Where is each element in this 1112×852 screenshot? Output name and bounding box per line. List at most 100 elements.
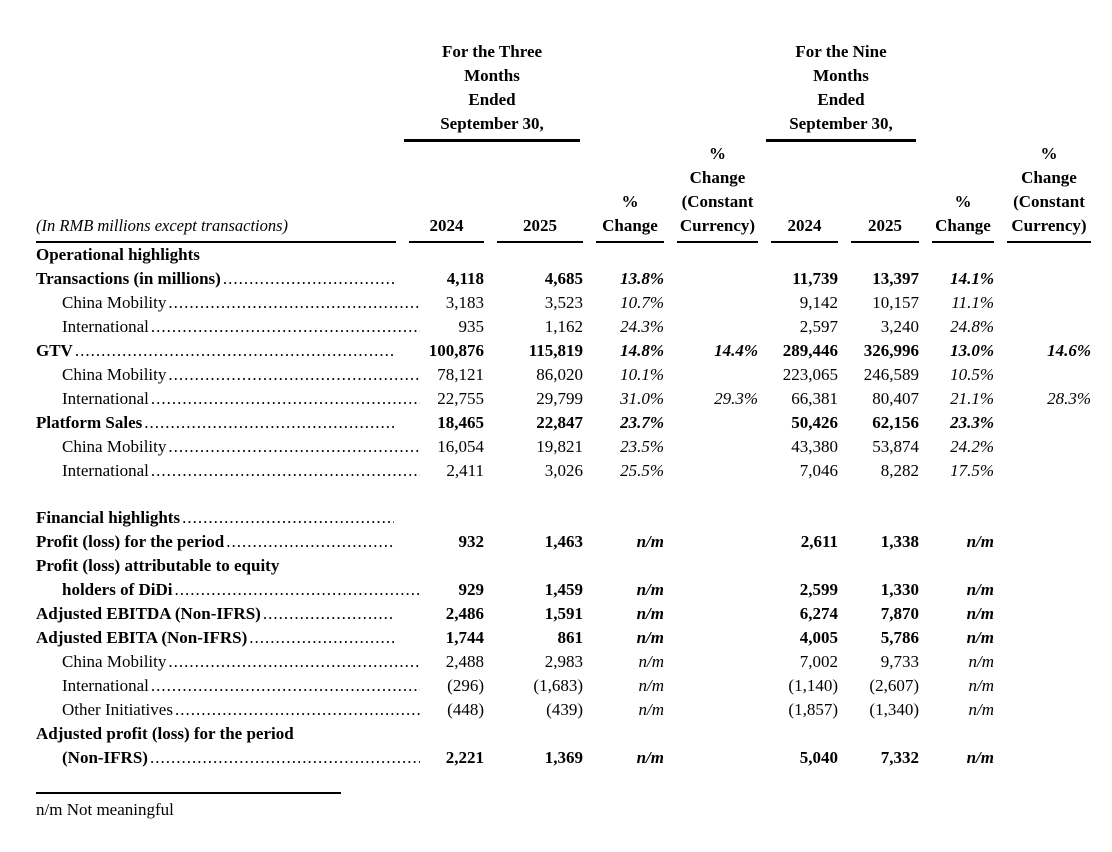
- value-cell: [664, 459, 758, 483]
- value-cell: [583, 554, 664, 578]
- row-label-cell: Operational highlights: [36, 243, 396, 267]
- value-cell: 223,065: [782, 365, 838, 384]
- row-label-cell: China Mobility: [36, 435, 396, 459]
- value-cell: n/m: [966, 532, 994, 551]
- spacer-cell: [36, 483, 1091, 506]
- value-cell: [664, 506, 758, 530]
- value-cell: [664, 674, 758, 698]
- value-cell: [758, 243, 838, 267]
- value-cell: [994, 554, 1091, 578]
- nine-months-header: For the Nine Months Ended September 30,: [766, 40, 916, 142]
- dot-leader: [150, 746, 420, 770]
- value-cell: [838, 506, 919, 530]
- value-cell: 13,397: [872, 269, 919, 288]
- value-cell: [838, 243, 919, 267]
- col-header-cell: 2024: [758, 142, 838, 243]
- value-cell: [484, 506, 583, 530]
- value-cell: 11,739: [792, 269, 838, 288]
- value-cell: 8,282: [880, 461, 919, 480]
- dot-leader: [151, 459, 420, 483]
- value-cell: [994, 291, 1091, 315]
- unit-label-cell: (In RMB millions except transactions): [36, 142, 396, 243]
- value-cell: 23.3%: [950, 413, 994, 432]
- value-cell: 10.7%: [620, 293, 664, 312]
- value-cell: [664, 315, 758, 339]
- value-cell: 10.5%: [950, 365, 994, 384]
- value-cell: 23.5%: [620, 437, 664, 456]
- value-cell: n/m: [966, 748, 994, 767]
- value-cell: n/m: [968, 652, 995, 671]
- value-cell: [994, 506, 1091, 530]
- dot-leader: [151, 387, 420, 411]
- value-cell: [994, 243, 1091, 267]
- value-cell: 29,799: [536, 389, 583, 408]
- row-label-cell: International: [36, 674, 396, 698]
- col-header-cell: % Change: [919, 142, 994, 243]
- value-cell: 1,591: [544, 604, 583, 623]
- value-cell: [994, 746, 1091, 770]
- value-cell: 1,369: [544, 748, 583, 767]
- value-cell: n/m: [636, 604, 664, 623]
- value-cell: 6,274: [799, 604, 838, 623]
- value-cell: (1,857): [788, 700, 838, 719]
- row-label: Profit (loss) for the period: [36, 532, 225, 551]
- table-row: International 22,755 29,799 31.0% 29.3% 66,38…: [36, 387, 1091, 411]
- value-cell: [919, 554, 994, 578]
- row-label-cell: China Mobility: [36, 650, 396, 674]
- value-cell: [994, 698, 1091, 722]
- footnote-rule: [36, 792, 341, 794]
- table-row: China Mobility 3,183 3,523 10.7% 9,142 10,157…: [36, 291, 1091, 315]
- row-label-cell: Other Initiatives: [36, 698, 396, 722]
- value-cell: 9,733: [880, 652, 919, 671]
- value-cell: 9,142: [799, 293, 838, 312]
- value-cell: [994, 363, 1091, 387]
- value-cell: 66,381: [791, 389, 838, 408]
- value-cell: [664, 530, 758, 554]
- col-header-pct-change-9m: % Change: [932, 190, 994, 243]
- row-label: Financial highlights: [36, 508, 181, 527]
- row-label-cell: International: [36, 387, 396, 411]
- value-cell: [919, 243, 994, 267]
- value-cell: 7,870: [880, 604, 919, 623]
- value-cell: [994, 722, 1091, 746]
- table-row: China Mobility 16,054 19,821 23.5% 43,380 53,…: [36, 435, 1091, 459]
- value-cell: [758, 554, 838, 578]
- value-cell: 24.3%: [620, 317, 664, 336]
- value-cell: n/m: [966, 580, 994, 599]
- table-row: Financial highlights: [36, 506, 1091, 530]
- row-label: GTV: [36, 341, 73, 360]
- dot-leader: [175, 698, 420, 722]
- row-label: Transactions (in millions): [36, 269, 221, 288]
- table-row: Other Initiatives (448) (439) n/m (1,857) (1,…: [36, 698, 1091, 722]
- row-label: Operational highlights: [36, 245, 200, 264]
- dot-leader: [182, 506, 394, 530]
- table-row: Profit (loss) for the period 932 1,463 n/m 2…: [36, 530, 1091, 554]
- value-cell: [583, 506, 664, 530]
- row-label-cell: Adjusted EBITDA (Non-IFRS): [36, 602, 396, 626]
- value-cell: [484, 722, 583, 746]
- value-cell: 4,685: [544, 269, 583, 288]
- value-cell: n/m: [966, 628, 994, 647]
- value-cell: [583, 722, 664, 746]
- dot-leader: [168, 435, 420, 459]
- column-header-row: (In RMB millions except transactions) 20…: [36, 142, 1091, 243]
- value-cell: 1,338: [880, 532, 919, 551]
- value-cell: (439): [546, 700, 583, 719]
- value-cell: n/m: [636, 628, 664, 647]
- row-label-cell: Profit (loss) for the period: [36, 530, 396, 554]
- value-cell: 1,459: [544, 580, 583, 599]
- value-cell: [838, 722, 919, 746]
- value-cell: 246,589: [863, 365, 919, 384]
- row-label: Adjusted profit (loss) for the period: [36, 724, 294, 743]
- col-header-2025-q3: 2025: [497, 214, 583, 243]
- spacer-cell: [919, 40, 1091, 142]
- table-row: (Non-IFRS) 2,221 1,369 n/m 5,040 7,332 n/m: [36, 746, 1091, 770]
- value-cell: [664, 411, 758, 435]
- value-cell: 22,755: [437, 389, 484, 408]
- footnote: n/m Not meaningful: [36, 800, 174, 819]
- value-cell: (296): [447, 676, 484, 695]
- value-cell: 13.0%: [950, 341, 994, 360]
- three-months-header-cell: For the Three Months Ended September 30,: [396, 40, 583, 142]
- value-cell: [664, 291, 758, 315]
- value-cell: [994, 674, 1091, 698]
